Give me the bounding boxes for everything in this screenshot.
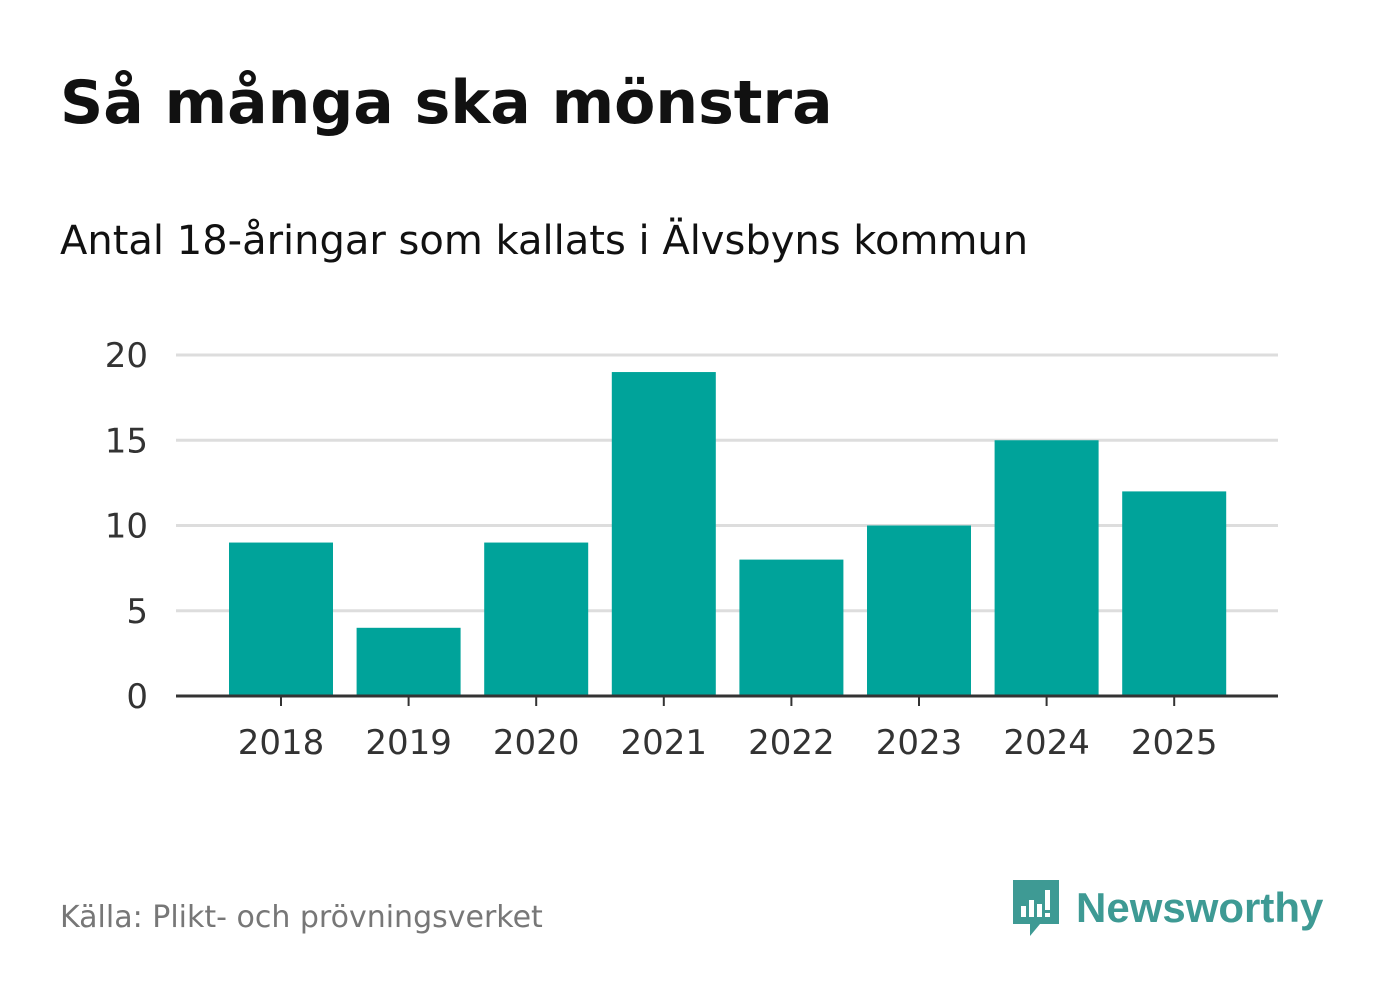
x-tick-label: 2023 bbox=[876, 723, 963, 763]
brand-logo[interactable]: Newsworthy bbox=[1010, 878, 1323, 938]
gridlines bbox=[176, 353, 1278, 613]
y-tick-label: 5 bbox=[126, 592, 148, 632]
y-tick-label: 0 bbox=[126, 677, 148, 717]
x-tick-label: 2020 bbox=[493, 723, 580, 763]
bar-2025 bbox=[1122, 491, 1227, 696]
y-tick-label: 20 bbox=[105, 336, 148, 376]
y-tick-label: 10 bbox=[105, 507, 148, 547]
bar-2020 bbox=[484, 542, 589, 696]
x-tick-label: 2022 bbox=[748, 723, 835, 763]
bar-2018 bbox=[229, 542, 333, 696]
x-tick-label: 2021 bbox=[621, 723, 708, 763]
bar-2021 bbox=[611, 372, 716, 696]
brand-name: Newsworthy bbox=[1076, 884, 1324, 931]
x-tick-label: 2024 bbox=[1003, 723, 1090, 763]
x-tick-label: 2025 bbox=[1131, 723, 1218, 763]
source-note: Källa: Plikt- och prövningsverket bbox=[60, 900, 543, 935]
bars bbox=[229, 372, 1227, 696]
bar-2019 bbox=[356, 627, 461, 696]
x-tick-label: 2018 bbox=[238, 723, 325, 763]
bar-2024 bbox=[994, 440, 1099, 696]
x-tick-label: 2019 bbox=[365, 723, 452, 763]
bar-2023 bbox=[867, 525, 971, 696]
chart-subtitle: Antal 18-åringar som kallats i Älvsbyns … bbox=[60, 218, 1029, 264]
bar-2022 bbox=[739, 559, 844, 696]
newsworthy-logo-icon bbox=[1013, 880, 1059, 936]
axes: 0 5 10 15 20 2018 2019 2020 2021 2022 2023 2024 2025 bbox=[105, 336, 1278, 763]
chart-title: Så många ska mönstra bbox=[60, 68, 833, 138]
y-tick-label: 15 bbox=[105, 421, 148, 461]
